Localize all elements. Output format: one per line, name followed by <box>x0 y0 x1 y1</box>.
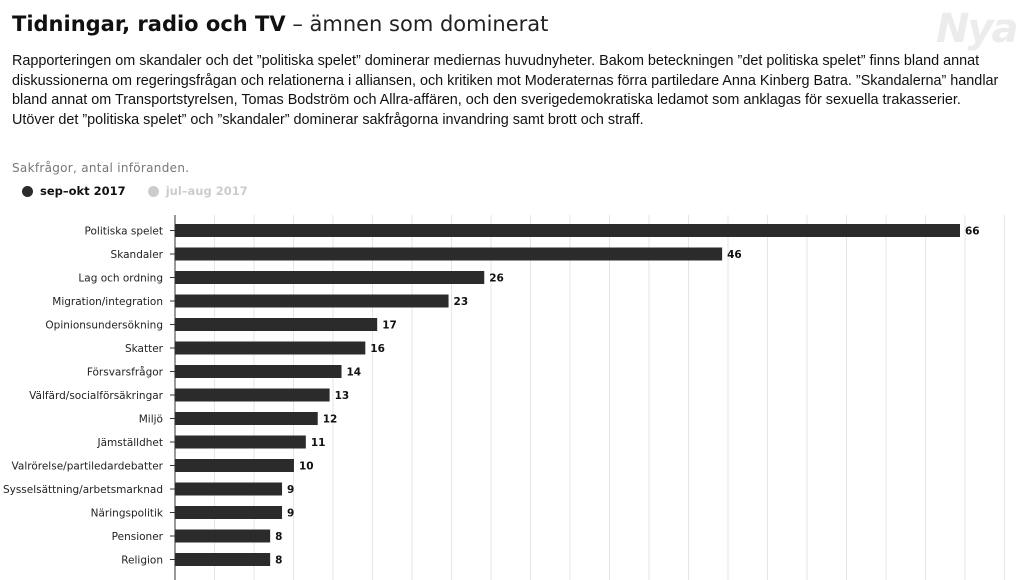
bar[interactable] <box>175 412 318 425</box>
bar[interactable] <box>175 388 330 402</box>
title-main: Tidningar, radio och TV <box>12 12 286 36</box>
bar[interactable] <box>175 529 271 543</box>
category-label: Lag och ordning <box>78 273 163 285</box>
intro-text: Rapporteringen om skandaler och det ”pol… <box>12 52 1002 130</box>
bar-value-label: 12 <box>323 414 338 426</box>
legend-dot-icon <box>22 185 33 197</box>
bar-value-label: 14 <box>347 367 362 379</box>
category-label: Politiska spelet <box>85 226 163 238</box>
bar-value-label: 17 <box>382 320 397 332</box>
bar-value-label: 16 <box>370 343 385 355</box>
bar[interactable] <box>175 553 271 566</box>
bar[interactable] <box>175 294 449 308</box>
bar[interactable] <box>175 435 306 449</box>
category-label: Försvarsfrågor <box>87 366 164 379</box>
category-label: Miljö <box>139 414 163 426</box>
bar-value-label: 8 <box>275 555 282 567</box>
category-label: Pensioner <box>112 531 164 543</box>
bar-value-label: 10 <box>299 461 314 473</box>
bar-value-label: 8 <box>275 531 282 543</box>
bar[interactable] <box>175 506 283 519</box>
chart-title: Tidningar, radio och TV – ämnen som domi… <box>12 10 548 38</box>
legend-label: jul–aug 2017 <box>165 184 248 198</box>
bar-value-label: 13 <box>335 390 350 402</box>
category-label: Religion <box>121 555 163 567</box>
bar-value-label: 26 <box>489 273 504 285</box>
title-suffix: – ämnen som dominerat <box>285 12 549 36</box>
bar[interactable] <box>175 365 342 378</box>
category-label: Skatter <box>125 343 164 355</box>
bar-value-label: 46 <box>727 249 742 261</box>
category-label: Migration/integration <box>52 296 163 308</box>
category-label: Välfärd/socialförsäkringar <box>29 390 164 402</box>
category-label: Valrörelse/partiledardebatter <box>12 461 164 473</box>
legend-dot-icon <box>147 185 159 197</box>
legend-item-sep-okt[interactable]: sep–okt 2017 <box>22 184 126 198</box>
bar[interactable] <box>175 271 485 284</box>
category-label: Opinionsundersökning <box>45 320 163 332</box>
bar-value-label: 9 <box>287 484 294 496</box>
category-label: Näringspolitik <box>91 508 164 520</box>
category-label: Skandaler <box>111 249 164 261</box>
bar-value-label: 23 <box>454 296 469 308</box>
category-label: Sysselsättning/arbetsmarknad <box>3 484 163 496</box>
bar-value-label: 11 <box>311 437 326 449</box>
bar[interactable] <box>175 318 378 331</box>
chart-legend: sep–okt 2017 jul–aug 2017 <box>22 184 248 198</box>
intro-paragraph-1: Rapporteringen om skandaler och det ”pol… <box>12 53 999 108</box>
legend-label: sep–okt 2017 <box>40 184 126 198</box>
bar[interactable] <box>175 224 960 237</box>
chart-subtitle: Sakfrågor, antal införanden. <box>12 161 190 175</box>
logo-watermark: Nya <box>936 6 1019 52</box>
category-label: Jämställdhet <box>96 437 163 449</box>
legend-item-jul-aug[interactable]: jul–aug 2017 <box>147 184 248 198</box>
bar[interactable] <box>175 482 283 496</box>
bar[interactable] <box>175 341 366 355</box>
bar-chart: Politiska spelet 66 Skandaler 46 Lag och ord… <box>3 215 1005 580</box>
bar-value-label: 9 <box>287 508 294 520</box>
intro-paragraph-2: Utöver det ”politiska spelet” och ”skand… <box>12 111 644 128</box>
bar[interactable] <box>175 459 294 472</box>
bar[interactable] <box>175 247 723 261</box>
bar-value-label: 66 <box>965 226 980 238</box>
